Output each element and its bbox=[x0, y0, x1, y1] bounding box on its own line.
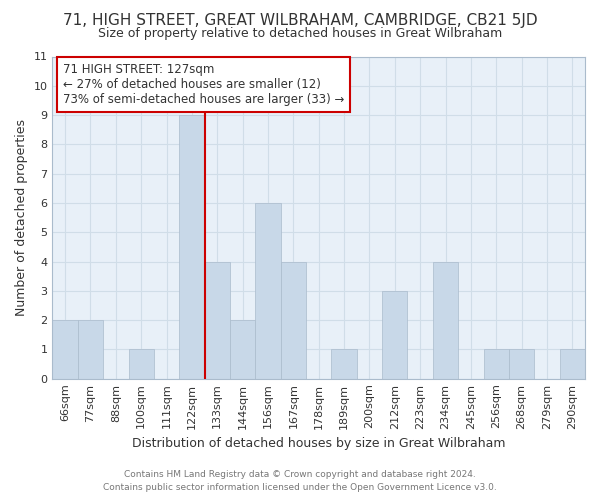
Y-axis label: Number of detached properties: Number of detached properties bbox=[15, 119, 28, 316]
Bar bbox=[509, 350, 534, 378]
Bar bbox=[256, 203, 281, 378]
Bar bbox=[230, 320, 256, 378]
Text: Contains HM Land Registry data © Crown copyright and database right 2024.
Contai: Contains HM Land Registry data © Crown c… bbox=[103, 470, 497, 492]
Bar bbox=[382, 291, 407, 378]
X-axis label: Distribution of detached houses by size in Great Wilbraham: Distribution of detached houses by size … bbox=[132, 437, 505, 450]
Bar bbox=[179, 115, 205, 378]
Bar bbox=[433, 262, 458, 378]
Text: 71, HIGH STREET, GREAT WILBRAHAM, CAMBRIDGE, CB21 5JD: 71, HIGH STREET, GREAT WILBRAHAM, CAMBRI… bbox=[62, 12, 538, 28]
Bar bbox=[78, 320, 103, 378]
Bar bbox=[205, 262, 230, 378]
Bar bbox=[52, 320, 78, 378]
Bar bbox=[484, 350, 509, 378]
Text: Size of property relative to detached houses in Great Wilbraham: Size of property relative to detached ho… bbox=[98, 28, 502, 40]
Bar bbox=[281, 262, 306, 378]
Bar bbox=[331, 350, 357, 378]
Bar bbox=[560, 350, 585, 378]
Text: 71 HIGH STREET: 127sqm
← 27% of detached houses are smaller (12)
73% of semi-det: 71 HIGH STREET: 127sqm ← 27% of detached… bbox=[63, 63, 344, 106]
Bar bbox=[128, 350, 154, 378]
